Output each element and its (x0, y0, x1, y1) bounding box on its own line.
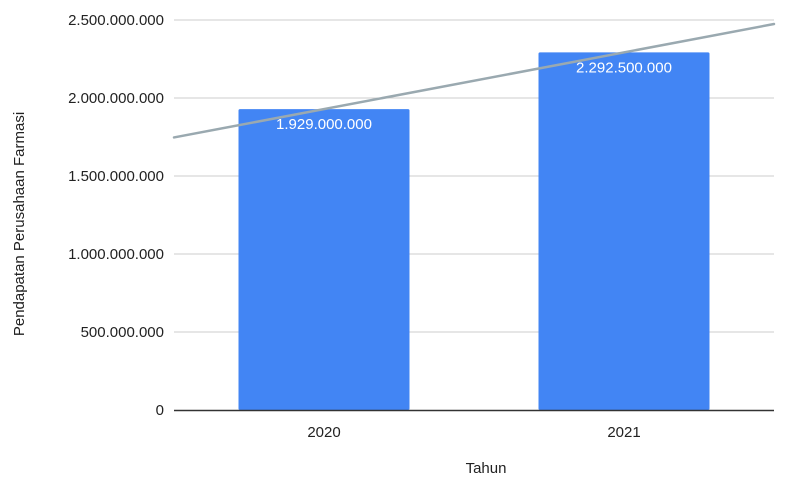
y-axis-title: Pendapatan Perusahaan Farmasi (11, 112, 28, 336)
y-axis-tick-labels: 0 500.000.000 1.000.000.000 1.500.000.000 2.… (68, 12, 164, 419)
x-axis-tick-labels: 2020 2021 (307, 424, 640, 441)
x-tick-label: 2021 (607, 424, 640, 441)
y-tick-label: 0 (156, 402, 164, 419)
bar-2021 (538, 52, 710, 411)
data-labels: 1.929.000.000 2.292.500.000 (276, 59, 672, 133)
y-tick-label: 2.000.000.000 (68, 90, 164, 107)
y-tick-label: 2.500.000.000 (68, 12, 164, 29)
y-tick-label: 500.000.000 (81, 324, 164, 341)
x-axis-title: Tahun (466, 460, 507, 477)
data-label: 2.292.500.000 (576, 59, 672, 76)
x-tick-label: 2020 (307, 424, 340, 441)
y-tick-label: 1.500.000.000 (68, 168, 164, 185)
y-tick-label: 1.000.000.000 (68, 246, 164, 263)
trendline (172, 22, 776, 139)
bar-2020 (238, 109, 410, 411)
bars (238, 52, 710, 411)
data-label: 1.929.000.000 (276, 116, 372, 133)
